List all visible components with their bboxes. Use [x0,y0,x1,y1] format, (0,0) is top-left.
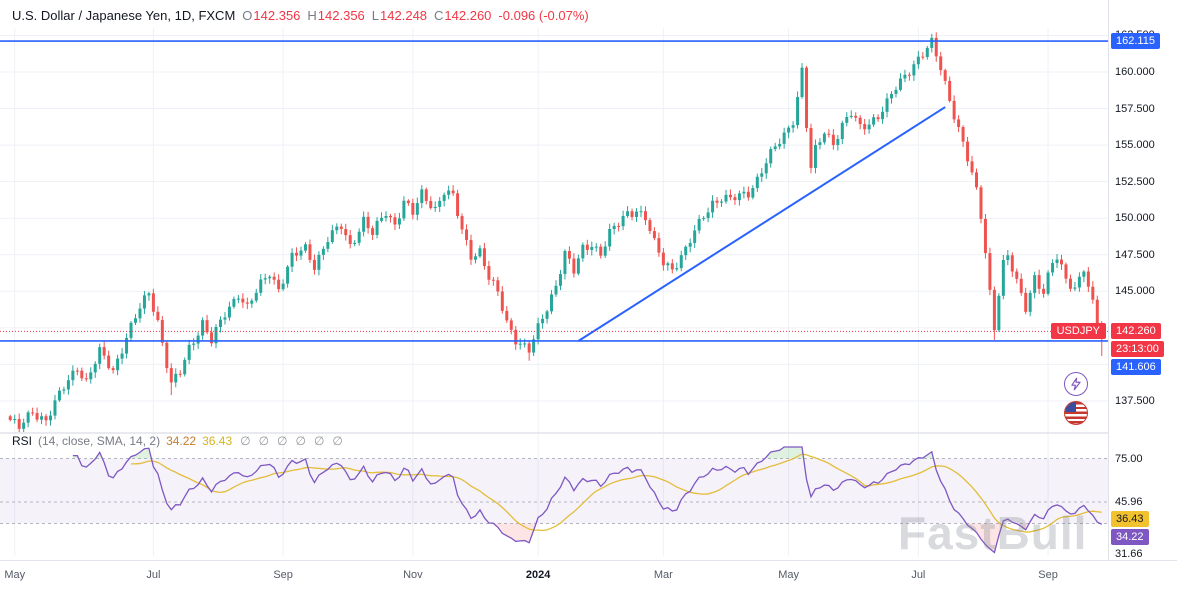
gridlines [0,28,1108,556]
time-axis-label: Nov [403,569,423,581]
ohlc-close: C142.260 [434,8,492,23]
price-axis-badge: 162.115 [1111,33,1160,50]
time-axis[interactable]: May Jul Sep Nov 2024 Mar May Jul Sep [0,560,1177,591]
symbol-price-flag: USDJPY [1050,323,1106,340]
time-axis-label: May [778,569,799,581]
time-axis-label: Sep [273,569,293,581]
time-axis-label: May [4,569,26,581]
time-axis-label: Mar [653,569,673,581]
rsi-axis-label: 31.66 [1115,548,1143,561]
rsi-axis-label: 36.43 [1111,511,1149,528]
rsi-sma-line [131,453,1102,533]
price-axis-label: 145.000 [1115,285,1155,298]
symbol-title: U.S. Dollar / Japanese Yen, 1D, FXCM [12,8,236,23]
time-axis-label: Sep [1038,569,1058,581]
rsi-empty-value: ∅ [258,434,270,448]
rsi-axis-label: 45.96 [1115,496,1143,509]
lightning-bolt-glyph [1071,377,1081,391]
trendline[interactable] [577,106,946,342]
price-axis-label: 137.500 [1115,394,1155,407]
rsi-empty-value: ∅ [295,434,306,448]
rsi-sma-value: 36.43 [202,434,233,448]
rsi-empty-value: ∅ [277,434,288,448]
time-axis-label: Jul [146,569,161,581]
price-axis-label: 160.000 [1115,66,1155,78]
candles-layer [8,32,1104,432]
ohlc-open: O142.356 [242,8,301,23]
price-axis-label: 152.500 [1115,175,1155,188]
rsi-empty-value: ∅ [313,434,325,448]
symbol-legend: U.S. Dollar / Japanese Yen, 1D, FXCM O14… [12,8,589,23]
time-axis-label: Jul [911,569,926,581]
price-change: -0.096 (-0.07%) [498,8,589,23]
ohlc-high: H142.356 [307,8,365,23]
flag-canton [1065,402,1076,412]
time-axis-label: 2024 [525,569,551,581]
ohlc-low: L142.248 [371,8,428,23]
price-axis[interactable]: 162.500160.000157.500155.000152.500150.0… [1108,0,1177,560]
price-axis-label: 150.000 [1115,212,1155,225]
rsi-layer [72,446,1103,554]
rsi-empty-value: ∅ [240,434,251,448]
price-axis-badge: 142.260 [1111,323,1161,340]
price-axis-badge: 23:13:00 [1111,341,1164,358]
rsi-title: RSI [12,434,33,448]
pane-icon-buttons [1064,372,1088,425]
us-flag-icon[interactable] [1064,401,1088,425]
price-axis-label: 155.000 [1115,139,1155,152]
rsi-legend: RSI (14, close, SMA, 14, 2) 34.22 36.43 … [12,434,343,448]
rsi-line [72,446,1103,554]
price-axis-badge: 141.606 [1111,359,1161,376]
lightning-icon[interactable] [1064,372,1088,396]
price-axis-label: 147.500 [1115,248,1155,261]
price-axis-label: 157.500 [1115,102,1155,115]
rsi-axis-label: 34.22 [1111,529,1149,546]
rsi-params: (14, close, SMA, 14, 2) [38,434,161,448]
rsi-value: 34.22 [166,434,197,448]
drawing-lines[interactable] [0,40,1108,342]
rsi-band-fill [0,458,1108,524]
rsi-empty-value: ∅ [332,434,343,448]
rsi-axis-label: 75.00 [1115,452,1143,465]
